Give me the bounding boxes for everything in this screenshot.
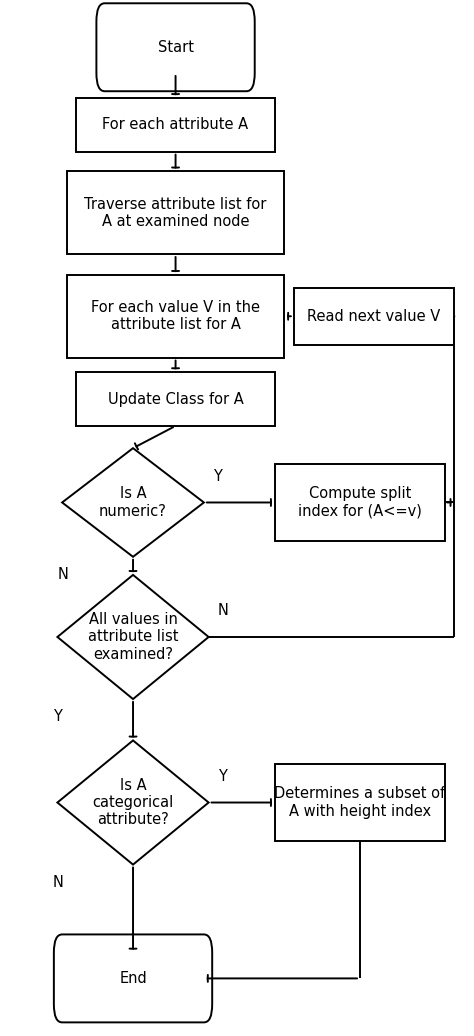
- Bar: [76, 98, 275, 151]
- Polygon shape: [57, 575, 209, 699]
- Text: For each attribute A: For each attribute A: [102, 117, 249, 133]
- Polygon shape: [57, 741, 209, 865]
- FancyBboxPatch shape: [54, 934, 212, 1023]
- Text: N: N: [57, 567, 68, 582]
- FancyBboxPatch shape: [96, 3, 255, 91]
- Text: End: End: [119, 971, 147, 986]
- Text: All values in
attribute list
examined?: All values in attribute list examined?: [88, 612, 178, 662]
- Text: N: N: [218, 603, 229, 618]
- Text: Y: Y: [213, 469, 222, 484]
- Bar: [275, 464, 445, 541]
- Text: Read next value V: Read next value V: [308, 309, 441, 324]
- Text: Start: Start: [157, 39, 193, 55]
- Bar: [67, 171, 284, 254]
- Text: Is A
categorical
attribute?: Is A categorical attribute?: [92, 778, 173, 828]
- Bar: [275, 764, 445, 841]
- Text: Compute split
index for (A<=v): Compute split index for (A<=v): [298, 486, 422, 519]
- Polygon shape: [62, 449, 204, 556]
- Text: For each value V in the
attribute list for A: For each value V in the attribute list f…: [91, 300, 260, 333]
- Text: N: N: [53, 875, 64, 890]
- Text: Traverse attribute list for
A at examined node: Traverse attribute list for A at examine…: [84, 197, 267, 229]
- Text: Y: Y: [53, 710, 62, 724]
- Text: Determines a subset of
A with height index: Determines a subset of A with height ind…: [274, 786, 446, 818]
- Bar: [294, 288, 455, 345]
- Text: Is A
numeric?: Is A numeric?: [99, 486, 167, 519]
- Text: Y: Y: [218, 769, 227, 784]
- Bar: [76, 372, 275, 426]
- Text: Update Class for A: Update Class for A: [108, 392, 244, 406]
- Bar: [67, 275, 284, 357]
